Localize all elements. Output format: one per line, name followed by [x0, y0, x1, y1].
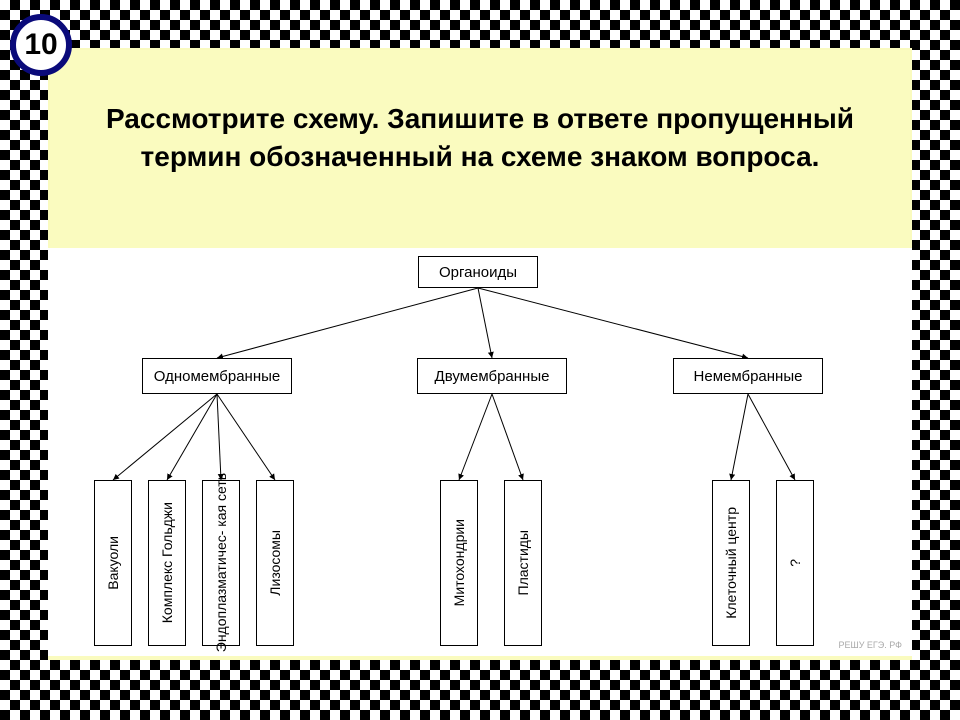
leaf-label: Лизосомы [267, 530, 283, 596]
diagram-canvas: Органоиды Одномембранные Двумембранные Н… [48, 248, 912, 656]
instruction-text: Рассмотрите схему. Запишите в ответе про… [70, 100, 890, 176]
leaf-golgi: Комплекс Гольджи [148, 480, 186, 646]
leaf-label: Пластиды [515, 530, 531, 595]
badge-number: 10 [24, 28, 57, 62]
leaf-label: Эндоплазматичес- кая сеть [213, 473, 229, 652]
leaf-lysosomes: Лизосомы [256, 480, 294, 646]
leaf-er: Эндоплазматичес- кая сеть [202, 480, 240, 646]
leaf-label: ? [787, 559, 803, 567]
leaf-label: Вакуоли [105, 536, 121, 590]
question-number-badge: 10 [10, 14, 72, 76]
node-root: Органоиды [418, 256, 538, 288]
node-label: Немембранные [694, 368, 803, 385]
leaf-cell-center: Клеточный центр [712, 480, 750, 646]
node-double-membrane: Двумембранные [417, 358, 567, 394]
leaf-label: Митохондрии [451, 519, 467, 606]
leaf-unknown: ? [776, 480, 814, 646]
leaf-mitochondria: Митохондрии [440, 480, 478, 646]
leaf-plastids: Пластиды [504, 480, 542, 646]
leaf-label: Клеточный центр [723, 507, 739, 619]
node-label: Одномембранные [154, 368, 280, 385]
node-root-label: Органоиды [439, 264, 517, 281]
leaf-vacuoles: Вакуоли [94, 480, 132, 646]
node-non-membrane: Немембранные [673, 358, 823, 394]
watermark: РЕШУ ЕГЭ. РФ [838, 640, 902, 650]
node-label: Двумембранные [435, 368, 550, 385]
leaf-label: Комплекс Гольджи [159, 502, 175, 623]
node-single-membrane: Одномембранные [142, 358, 292, 394]
